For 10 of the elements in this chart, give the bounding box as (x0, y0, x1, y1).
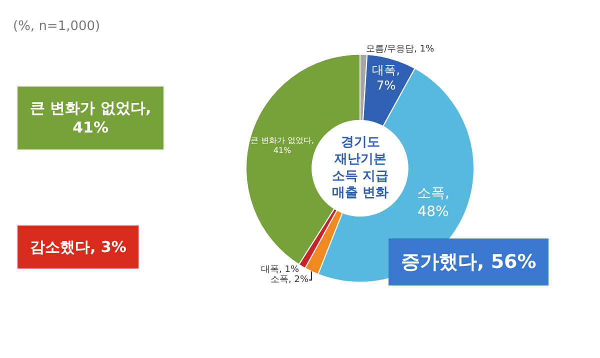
slice-label: 대폭, 7% (372, 62, 400, 93)
slice-label: 소폭, 48% (417, 186, 450, 220)
text: 증가했다, 56% (401, 251, 536, 273)
slice-label: 모름/무응답, 1% (366, 44, 435, 54)
text: 경기도 재난기본 소득 지급 매출 변화 (332, 135, 389, 201)
slice-label: 대폭, 1% (261, 265, 300, 276)
text: 큰 변화가 없었다, 41% (30, 99, 152, 136)
text: 감소했다, 3% (30, 238, 126, 256)
slice-label: 소폭, 2% (270, 275, 309, 286)
text: (%, n=1,000) (13, 19, 100, 34)
